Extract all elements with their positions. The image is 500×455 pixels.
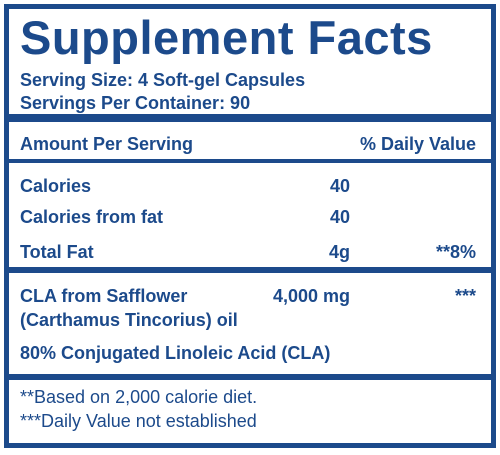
footnote: **Based on 2,000 calorie diet. bbox=[20, 387, 258, 407]
nutrient-daily-value: **8% bbox=[435, 242, 476, 262]
ingredient-note: 80% Conjugated Linoleic Acid (CLA) bbox=[20, 343, 331, 363]
divider-thick bbox=[9, 114, 491, 122]
ingredient-name: (Carthamus Tincorius) oil bbox=[20, 310, 238, 330]
header-daily-value: % Daily Value bbox=[359, 134, 476, 154]
label-title: Supplement Facts bbox=[20, 11, 433, 64]
header-amount: Amount Per Serving bbox=[20, 134, 194, 154]
divider-thick bbox=[9, 267, 491, 273]
servings-per-container: Servings Per Container: 90 bbox=[20, 93, 251, 113]
footnote: ***Daily Value not established bbox=[20, 411, 257, 431]
divider bbox=[9, 159, 491, 163]
nutrient-name: Calories bbox=[20, 176, 92, 196]
nutrient-amount: 40 bbox=[329, 207, 350, 227]
ingredient-name: CLA from Safflower bbox=[20, 286, 188, 306]
nutrient-name: Calories from fat bbox=[20, 207, 164, 227]
serving-size: Serving Size: 4 Soft-gel Capsules bbox=[20, 70, 306, 90]
divider-thick bbox=[9, 374, 491, 380]
nutrient-amount: 4g bbox=[328, 242, 350, 262]
label-border bbox=[4, 4, 496, 448]
nutrient-amount: 40 bbox=[329, 176, 350, 196]
nutrient-name: Total Fat bbox=[20, 242, 94, 262]
ingredient-daily-value: *** bbox=[454, 286, 476, 306]
ingredient-amount: 4,000 mg bbox=[272, 286, 350, 306]
